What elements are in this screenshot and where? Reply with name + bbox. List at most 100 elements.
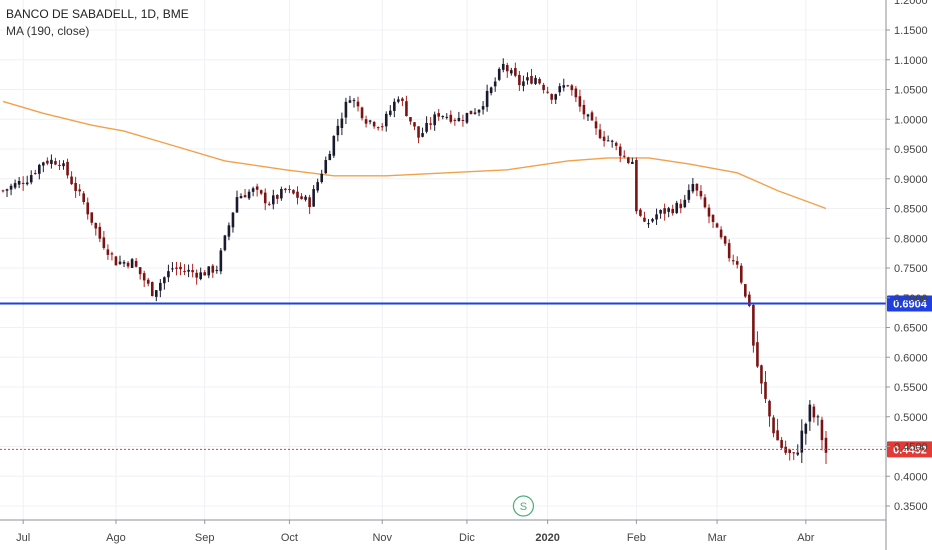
y-tick-label: 1.1000 [894, 55, 928, 67]
candle-body [288, 189, 291, 191]
y-tick-label: 0.7000 [894, 293, 928, 305]
candle-body [348, 100, 352, 103]
candle-body [514, 68, 517, 76]
split-event-label: S [520, 501, 527, 513]
x-tick-label: Nov [372, 532, 392, 544]
candle-body [292, 189, 295, 194]
grid [0, 0, 886, 520]
candle-body [134, 260, 138, 267]
candle-body [550, 94, 553, 100]
candle-body [82, 193, 85, 203]
candle-body [159, 282, 162, 291]
y-tick-label: 0.4500 [894, 442, 928, 454]
candle-body [699, 191, 703, 197]
candle-body [522, 81, 525, 86]
candle-body [622, 155, 626, 157]
candle-body [441, 116, 445, 118]
candle-body [748, 294, 751, 306]
candle-body [328, 153, 332, 161]
event-marker-layer: S [512, 495, 535, 517]
candle-body [425, 122, 428, 132]
candle-body [110, 253, 114, 255]
x-tick-label: Ago [106, 532, 126, 544]
candle-body [231, 212, 235, 228]
candle-body [703, 197, 707, 208]
candle-body [219, 250, 223, 272]
candle-body [687, 190, 691, 200]
candle-body [17, 180, 21, 185]
candle-body [203, 272, 207, 276]
candle-body [114, 256, 118, 266]
candle-body [566, 85, 570, 87]
candle-body [155, 290, 158, 297]
candle-body [239, 196, 243, 199]
candle-body [614, 142, 618, 146]
candle-body [816, 416, 820, 418]
candles-layer [1, 58, 828, 464]
support-price-tag [887, 295, 932, 312]
x-tick-label: Jul [16, 532, 30, 544]
candle-body [727, 243, 731, 259]
last-price-price-label: 0.4452 [893, 444, 927, 456]
candle-body [679, 203, 683, 209]
candle-body [445, 116, 449, 118]
candle-body [675, 202, 679, 213]
candle-body [671, 208, 674, 214]
y-tick-label: 0.9500 [894, 144, 928, 156]
candle-body [546, 91, 549, 93]
candle-body [417, 126, 420, 138]
y-tick-label: 0.5000 [894, 412, 928, 424]
y-tick-label: 0.6000 [894, 352, 928, 364]
candle-body [804, 423, 808, 434]
support-price-label: 0.6904 [893, 298, 928, 310]
candle-body [667, 208, 670, 212]
candle-body [481, 106, 485, 110]
candle-body [376, 127, 380, 129]
candle-body [627, 157, 630, 163]
candle-body [142, 273, 146, 281]
candle-body [364, 119, 368, 124]
candle-body [554, 94, 558, 100]
candle-body [711, 214, 715, 223]
candle-body [409, 117, 412, 122]
candle-body [776, 430, 779, 441]
candle-body [606, 140, 610, 142]
y-tick-label: 0.7500 [894, 263, 928, 275]
ma-190-line [2, 100, 827, 210]
candle-body [33, 173, 37, 175]
candle-body [191, 270, 194, 273]
candle-body [280, 189, 283, 199]
candle-body [715, 223, 719, 228]
candle-body [647, 223, 650, 225]
candle-body [336, 125, 340, 136]
indicator-label: MA (190, close) [6, 24, 90, 38]
x-tick-label: Mar [708, 532, 727, 544]
x-tick-label: Abr [797, 532, 814, 544]
candle-body [602, 136, 606, 141]
candle-body [808, 404, 812, 422]
candle-body [719, 229, 723, 238]
candle-body [796, 452, 800, 455]
candle-body [663, 208, 666, 214]
candle-body [356, 101, 360, 107]
candle-body [594, 121, 598, 129]
candle-body [29, 175, 33, 183]
candle-body [163, 277, 166, 284]
candle-body [25, 182, 29, 185]
candle-body [501, 63, 505, 70]
candle-body [485, 90, 489, 107]
candle-body [643, 217, 646, 222]
candle-body [368, 120, 372, 122]
candle-body [167, 271, 170, 278]
candle-body [380, 126, 384, 128]
candle-body [21, 182, 25, 184]
candle-body [429, 123, 432, 125]
candle-body [70, 176, 73, 185]
candle-body [86, 202, 90, 215]
last-price-price-tag [887, 441, 932, 458]
candle-body [735, 261, 739, 265]
candle-body [659, 210, 662, 214]
candle-body [320, 173, 324, 183]
